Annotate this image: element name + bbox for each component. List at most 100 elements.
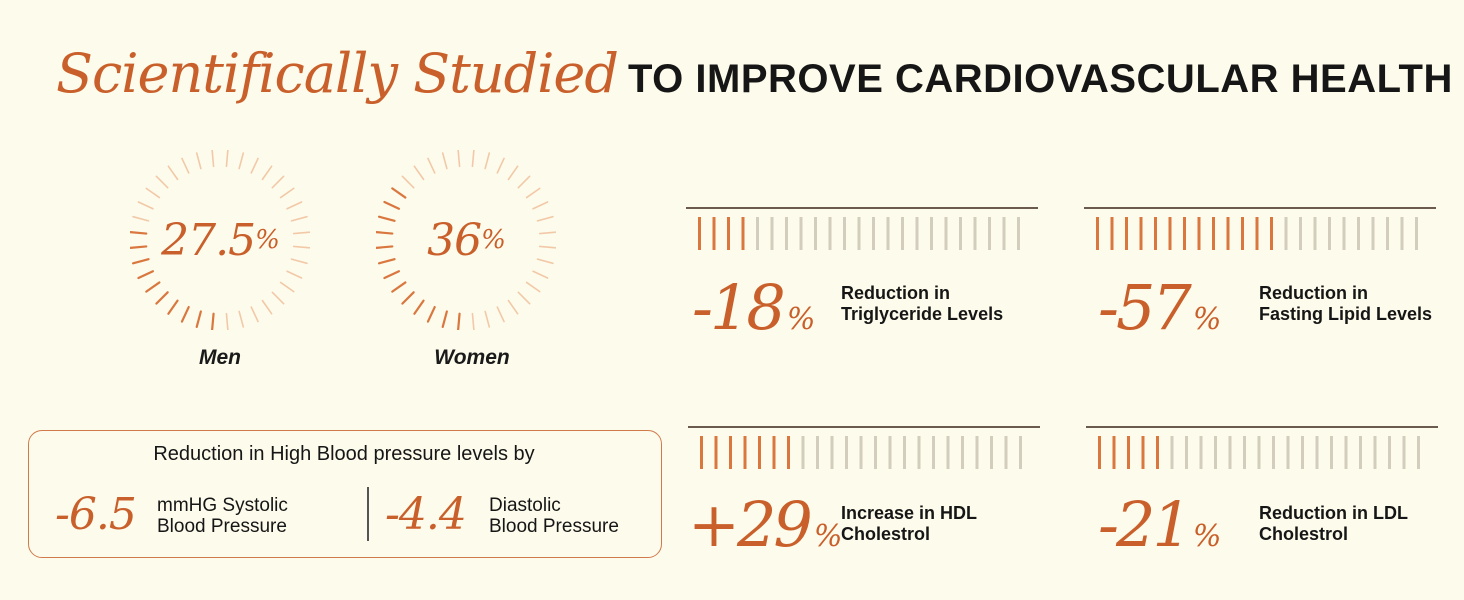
meter-bar-active bbox=[1226, 217, 1230, 250]
meter-bar bbox=[975, 436, 979, 469]
meter-bar bbox=[1002, 217, 1006, 250]
dial-tick-active bbox=[383, 270, 401, 280]
meter-bar-active bbox=[1139, 217, 1143, 250]
dial-tick bbox=[484, 152, 491, 170]
meter-bar bbox=[946, 436, 950, 469]
meter-bar-active bbox=[1212, 217, 1215, 250]
page-title: Scientifically Studied TO IMPROVE CARDIOV… bbox=[56, 42, 1452, 105]
meter-bar-active bbox=[1098, 436, 1101, 469]
dial-tick bbox=[413, 165, 425, 181]
meter-bar bbox=[1328, 217, 1331, 250]
dial-tick bbox=[441, 152, 448, 170]
meter-bar bbox=[1313, 217, 1317, 250]
title-script: Scientifically Studied bbox=[56, 42, 619, 105]
dial-ticks bbox=[130, 150, 310, 330]
dial-tick-active bbox=[391, 187, 407, 199]
meter-bar bbox=[785, 217, 788, 250]
dial-tick-active bbox=[376, 231, 394, 235]
divider bbox=[367, 487, 369, 541]
meter-bar-active bbox=[1112, 436, 1116, 469]
dial-tick bbox=[132, 215, 150, 222]
dial-tick-active bbox=[211, 312, 215, 330]
meter-bar-active bbox=[729, 436, 732, 469]
meter-bar bbox=[886, 217, 890, 250]
blood-pressure-heading: Reduction in High Blood pressure levels … bbox=[153, 443, 535, 465]
dial-tick bbox=[261, 299, 273, 315]
dial-tick bbox=[271, 175, 285, 189]
meter-bar-active bbox=[1125, 217, 1128, 250]
meter-bar bbox=[1185, 436, 1188, 469]
dial-tick bbox=[292, 231, 310, 235]
dial-tick bbox=[250, 306, 259, 323]
meter-bar bbox=[1371, 217, 1375, 250]
meter-bar bbox=[1284, 217, 1288, 250]
meter-bar bbox=[901, 217, 904, 250]
meter-bar bbox=[1019, 436, 1022, 469]
meter-bar bbox=[1243, 436, 1246, 469]
dial-tick bbox=[155, 175, 169, 189]
dial-tick bbox=[211, 150, 215, 168]
meter-bar-active bbox=[772, 436, 776, 469]
card-rule bbox=[1086, 426, 1438, 428]
dial-tick bbox=[181, 157, 190, 174]
dial-tick-active bbox=[426, 305, 436, 323]
meter-bar bbox=[1330, 436, 1333, 469]
dial-tick-active bbox=[413, 299, 425, 315]
dial-tick bbox=[517, 175, 531, 189]
dial-tick-active bbox=[130, 231, 148, 235]
dial-tick-active bbox=[180, 305, 190, 323]
meter-bar-active bbox=[712, 217, 716, 250]
dial-tick bbox=[290, 258, 308, 265]
meter-bar-active bbox=[1241, 217, 1244, 250]
dial-tick bbox=[286, 201, 303, 210]
meter-bar bbox=[859, 436, 863, 469]
dial-tick-active bbox=[155, 291, 169, 305]
meter-bar bbox=[1170, 436, 1174, 469]
dial-tick bbox=[536, 215, 554, 222]
dial-label-women: Women bbox=[434, 346, 510, 369]
dial-tick-active bbox=[137, 270, 155, 280]
meter-bar-active bbox=[1197, 217, 1201, 250]
dial-label-men: Men bbox=[199, 346, 241, 369]
dial-tick-active bbox=[401, 291, 415, 305]
meter-bar-active bbox=[1255, 217, 1259, 250]
stat-value: -57% bbox=[1098, 271, 1222, 344]
meter-bar bbox=[930, 217, 933, 250]
dial-tick-active bbox=[383, 200, 401, 210]
meter-bar bbox=[874, 436, 877, 469]
meter-bar-active bbox=[1156, 436, 1159, 469]
card-rule bbox=[686, 207, 1038, 209]
dial-number: 27.5 bbox=[161, 214, 256, 266]
meter-bar bbox=[1417, 436, 1420, 469]
meter-bar bbox=[1386, 217, 1389, 250]
meter-bar bbox=[816, 436, 819, 469]
dial-tick-active bbox=[195, 310, 202, 329]
dial-tick-active bbox=[167, 299, 179, 315]
meter-bar bbox=[1272, 436, 1275, 469]
bar-meter bbox=[1096, 217, 1418, 250]
dial-tick-active bbox=[376, 245, 394, 249]
systolic-value: -6.5 bbox=[55, 489, 137, 540]
stat-description: Increase in HDL Cholestrol bbox=[841, 503, 978, 544]
meter-bar bbox=[1373, 436, 1377, 469]
meter-bar bbox=[888, 436, 892, 469]
meter-bar bbox=[903, 436, 906, 469]
dial-tick bbox=[290, 215, 308, 222]
meter-bar-active bbox=[714, 436, 718, 469]
dial-tick-active bbox=[145, 281, 161, 293]
dial-tick bbox=[471, 150, 475, 168]
dial-tick bbox=[401, 175, 415, 189]
stat-description: Reduction in Triglyceride Levels bbox=[841, 283, 1004, 324]
dial-tick bbox=[538, 245, 556, 249]
dial-tick bbox=[457, 150, 461, 168]
meter-bar-active bbox=[758, 436, 761, 469]
meter-bar bbox=[1017, 217, 1020, 250]
dial-unit: % bbox=[255, 225, 280, 255]
diastolic-label: Diastolic Blood Pressure bbox=[489, 495, 619, 537]
meter-bar bbox=[814, 217, 817, 250]
stat-description: Reduction in LDL Cholestrol bbox=[1259, 503, 1408, 544]
dial-tick bbox=[145, 187, 161, 199]
dial-tick bbox=[496, 157, 505, 174]
dial-value: 27.5% bbox=[130, 150, 310, 330]
dial-tick bbox=[279, 281, 295, 293]
